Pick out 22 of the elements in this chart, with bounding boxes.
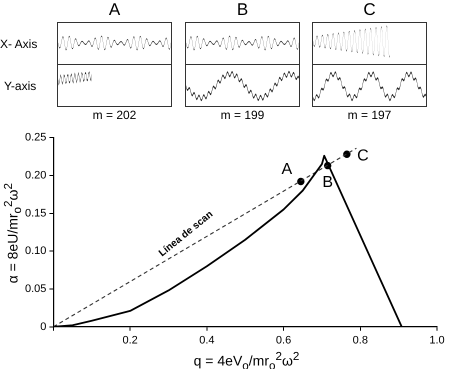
text: m = 202: [92, 108, 138, 122]
annotation: A: [281, 160, 292, 178]
x-tick-label: 0.4: [199, 334, 214, 346]
y-tick-label: 0: [40, 320, 46, 333]
text: m = 197: [346, 108, 392, 122]
y-tick-label: 0.05: [24, 282, 46, 295]
x-tick-label: 0.6: [276, 334, 292, 346]
x-tick-label: 1.0: [429, 334, 445, 346]
text: C: [362, 0, 377, 20]
x-tick-label: 0.8: [352, 334, 368, 346]
y-tick-label: 0.25: [24, 132, 46, 144]
annotation: B: [322, 174, 334, 192]
y-tick-label: 0.10: [24, 245, 46, 258]
text: X- Axis: [0, 37, 38, 51]
text: A: [108, 0, 122, 20]
text: B: [236, 0, 250, 20]
x-tick-label: 0.2: [122, 334, 138, 346]
text: m = 199: [220, 108, 266, 122]
text: Y-axis: [4, 79, 36, 93]
annotation: C: [357, 148, 369, 165]
y-tick-label: 0.15: [24, 207, 46, 220]
y-tick-label: 0.20: [24, 169, 46, 182]
